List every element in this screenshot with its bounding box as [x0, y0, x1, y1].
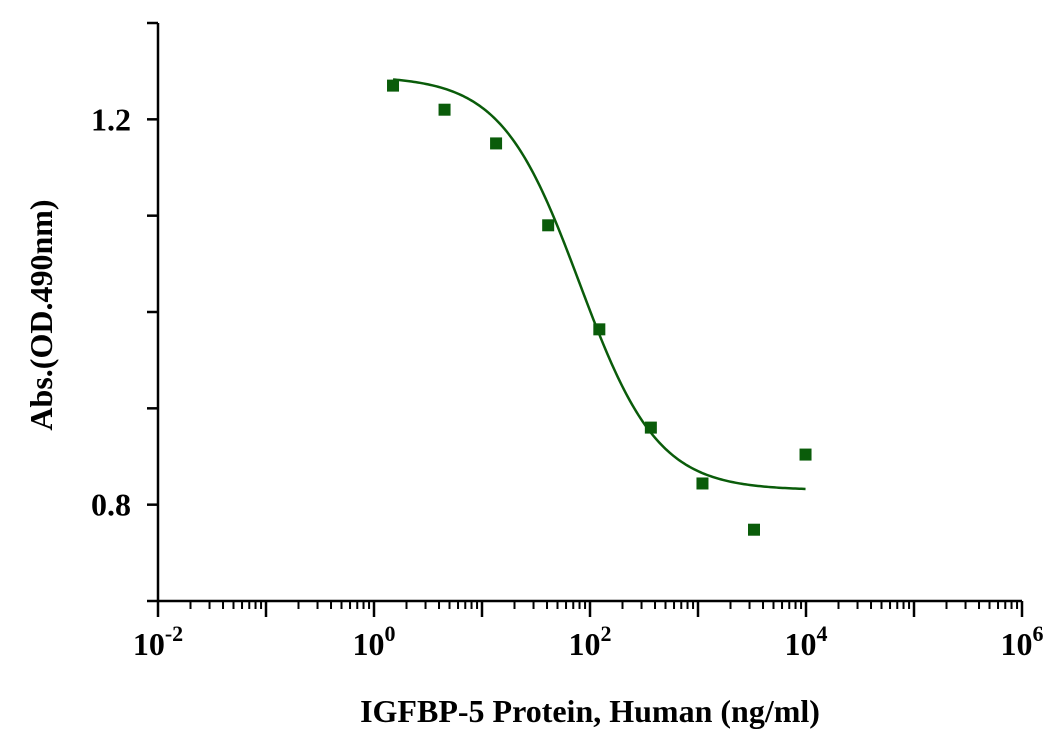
data-point — [644, 421, 657, 434]
data-point — [490, 137, 503, 150]
data-point — [542, 219, 555, 232]
fit-curve — [392, 78, 806, 491]
y-tick-labels: 0.8 1.2 — [91, 101, 131, 522]
x-tick-label: 106 — [1001, 621, 1044, 662]
y-tick-label: 1.2 — [91, 101, 131, 137]
x-tick-label: 10-2 — [133, 621, 183, 662]
data-point — [593, 323, 606, 336]
x-tick-labels: 10-2 100 102 104 106 — [133, 621, 1044, 662]
y-tick-label: 0.8 — [91, 487, 131, 523]
data-point — [387, 79, 400, 92]
x-axis-label: IGFBP-5 Protein, Human (ng/ml) — [360, 693, 820, 729]
data-points — [387, 79, 812, 536]
data-point — [696, 477, 709, 490]
y-axis-label: Abs.(OD.490nm) — [23, 199, 59, 430]
data-point — [438, 103, 451, 116]
data-point — [799, 448, 812, 461]
x-tick-label: 100 — [353, 621, 396, 662]
x-tick-label: 104 — [785, 621, 828, 662]
x-tick-label: 102 — [569, 621, 612, 662]
y-ticks — [147, 21, 158, 603]
x-ticks — [156, 601, 1024, 617]
data-point — [747, 523, 760, 536]
